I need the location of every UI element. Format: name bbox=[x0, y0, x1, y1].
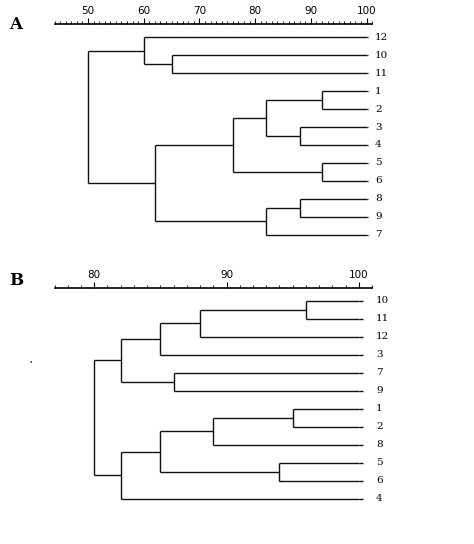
Text: 3: 3 bbox=[376, 350, 383, 360]
Text: 10: 10 bbox=[375, 51, 388, 59]
Text: 7: 7 bbox=[375, 231, 382, 239]
Text: 7: 7 bbox=[376, 368, 383, 378]
Text: 8: 8 bbox=[376, 440, 383, 449]
Text: B: B bbox=[9, 272, 24, 289]
Text: 2: 2 bbox=[376, 422, 383, 431]
Text: 2: 2 bbox=[375, 104, 382, 114]
Text: 1: 1 bbox=[376, 404, 383, 413]
Text: 9: 9 bbox=[375, 213, 382, 221]
Text: 6: 6 bbox=[375, 176, 382, 186]
Text: 9: 9 bbox=[376, 386, 383, 395]
Text: 4: 4 bbox=[375, 140, 382, 150]
Text: .: . bbox=[28, 352, 33, 366]
Text: 12: 12 bbox=[375, 33, 388, 41]
Text: 11: 11 bbox=[376, 314, 389, 323]
Text: 5: 5 bbox=[376, 458, 383, 467]
Text: 11: 11 bbox=[375, 69, 388, 78]
Text: 12: 12 bbox=[376, 332, 389, 342]
Text: 1: 1 bbox=[375, 86, 382, 96]
Text: 6: 6 bbox=[376, 477, 383, 485]
Text: 3: 3 bbox=[375, 122, 382, 132]
Text: 10: 10 bbox=[376, 296, 389, 305]
Text: 5: 5 bbox=[375, 158, 382, 168]
Text: 8: 8 bbox=[375, 194, 382, 203]
Text: A: A bbox=[9, 16, 22, 33]
Text: 4: 4 bbox=[376, 494, 383, 503]
